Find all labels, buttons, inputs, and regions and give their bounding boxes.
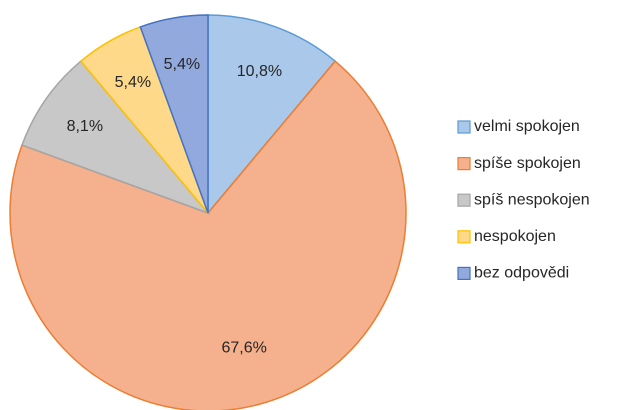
legend-label: nespokojen <box>474 228 556 245</box>
legend-swatch <box>457 230 471 244</box>
pie-slice <box>207 14 337 216</box>
legend-label: velmi spokojen <box>474 118 580 135</box>
pie-slice <box>21 60 211 215</box>
legend-swatch <box>457 193 471 207</box>
legend-swatch <box>457 266 471 280</box>
legend-label: bez odpovědi <box>474 265 569 282</box>
data-label: 5,4% <box>115 74 151 91</box>
data-label: 5,4% <box>164 56 200 73</box>
data-label: 10,8% <box>237 63 282 80</box>
legend-swatch <box>457 157 471 171</box>
data-label: 67,6% <box>222 339 267 356</box>
legend-label: spíš nespokojen <box>474 191 590 208</box>
pie-slice <box>9 60 407 410</box>
data-label: 8,1% <box>67 118 103 135</box>
pie-slice <box>139 14 209 214</box>
legend-label: spíše spokojen <box>474 155 581 172</box>
legend-swatch <box>457 120 471 134</box>
